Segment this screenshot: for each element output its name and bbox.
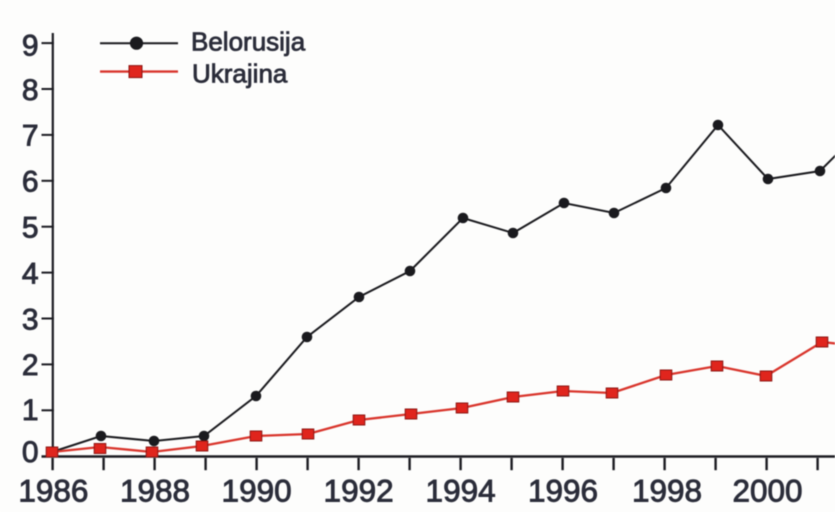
- svg-text:8: 8: [22, 74, 39, 107]
- svg-text:7: 7: [22, 120, 39, 153]
- svg-text:Ukrajina: Ukrajina: [192, 58, 288, 88]
- svg-text:9: 9: [22, 29, 39, 62]
- svg-text:1990: 1990: [222, 473, 292, 509]
- svg-text:1994: 1994: [426, 473, 496, 509]
- svg-text:Belorusija: Belorusija: [191, 27, 306, 57]
- svg-text:5: 5: [22, 212, 39, 245]
- svg-text:2000: 2000: [732, 473, 802, 509]
- svg-text:1992: 1992: [324, 473, 394, 509]
- svg-text:1988: 1988: [120, 473, 190, 509]
- svg-text:2: 2: [22, 349, 39, 382]
- svg-text:3: 3: [22, 303, 39, 336]
- svg-text:1: 1: [22, 394, 39, 427]
- svg-text:0: 0: [22, 436, 39, 469]
- svg-text:4: 4: [22, 257, 39, 290]
- svg-text:1998: 1998: [632, 473, 702, 509]
- svg-text:1986: 1986: [18, 473, 88, 509]
- svg-text:6: 6: [22, 166, 39, 199]
- svg-text:1996: 1996: [528, 473, 598, 509]
